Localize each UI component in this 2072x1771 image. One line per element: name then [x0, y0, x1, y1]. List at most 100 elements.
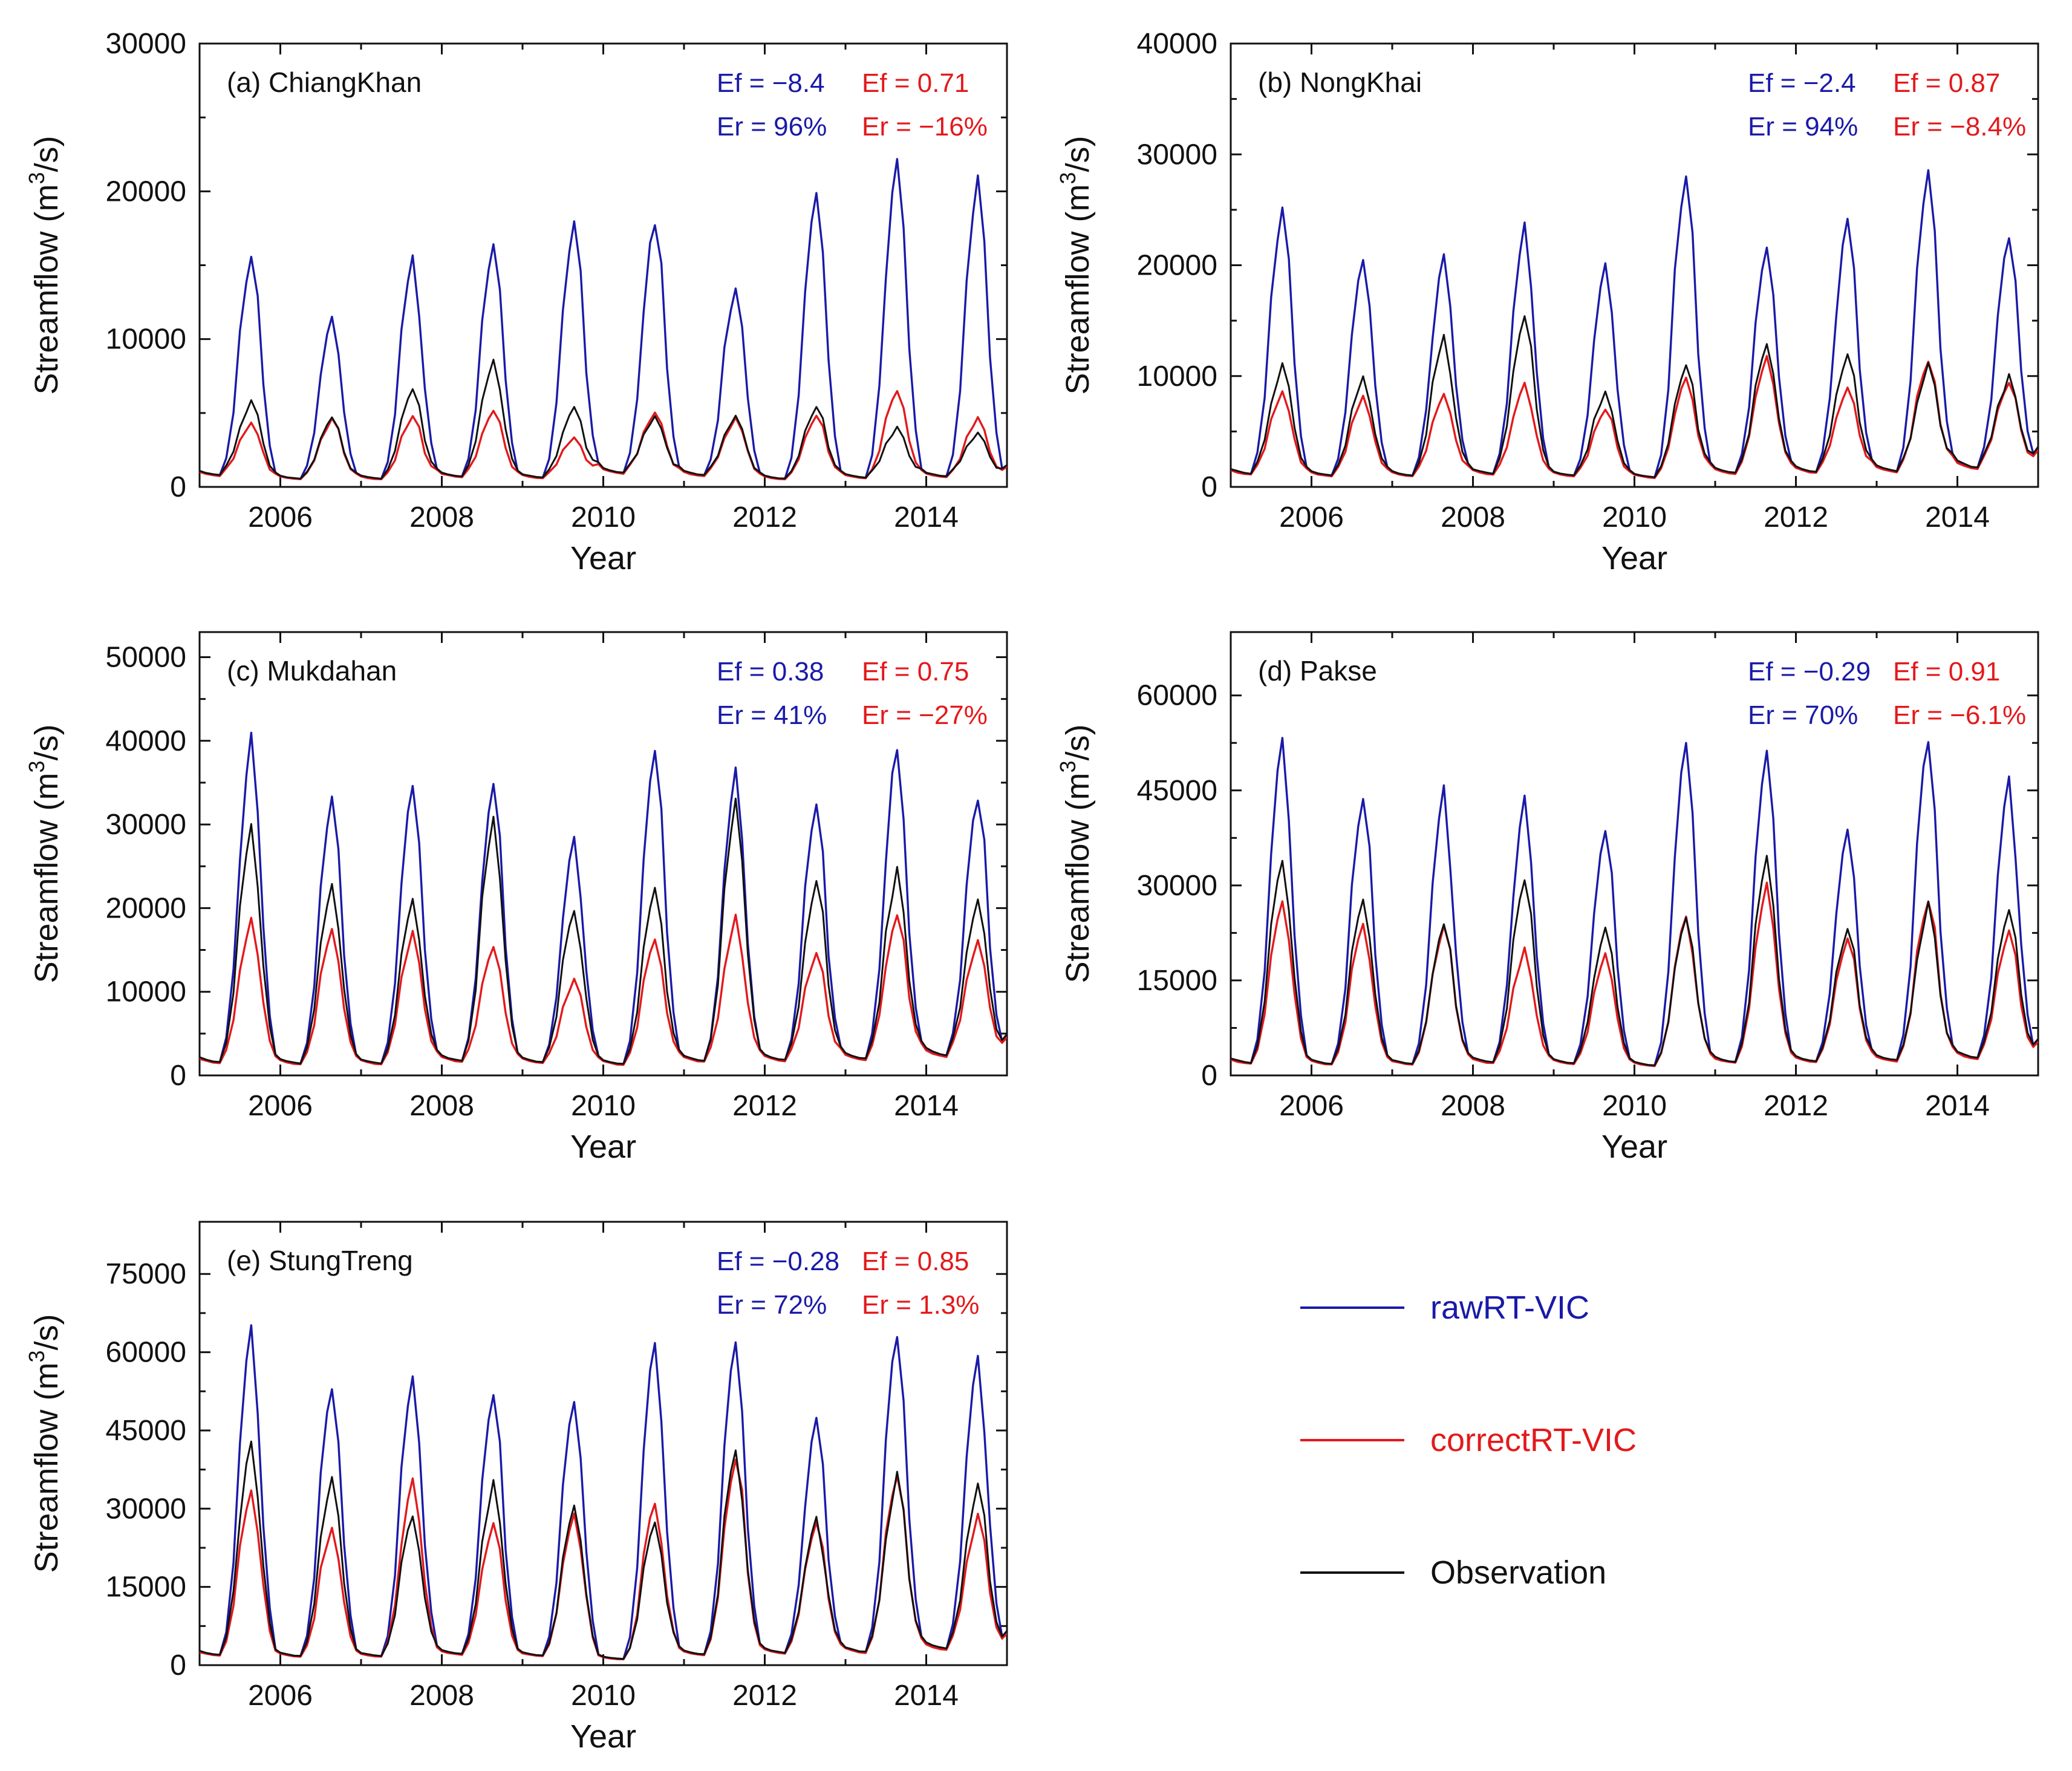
x-tick-label: 2010: [571, 1680, 636, 1712]
y-tick-label: 30000: [1137, 870, 1217, 902]
x-tick-label: 2008: [409, 501, 474, 533]
y-tick-label: 60000: [106, 1337, 186, 1369]
metric-corr-er-e: Er = 1.3%: [862, 1290, 979, 1320]
y-axis-title-sup: 3: [1055, 760, 1080, 772]
panel-title-e: (e) StungTreng: [227, 1245, 413, 1276]
x-tick-label: 2008: [409, 1090, 474, 1122]
x-tick-label: 2010: [571, 1090, 636, 1122]
metric-raw-er-d: Er = 70%: [1748, 700, 1858, 730]
y-axis-title-suffix: /s): [28, 135, 65, 172]
series-line-obs-b: [1231, 315, 2038, 478]
metric-corr-er-a: Er = −16%: [862, 112, 988, 142]
x-tick-label: 2012: [732, 501, 797, 533]
y-axis-title-prefix: Streamflow (m: [28, 184, 65, 394]
metric-corr-ef-c: Ef = 0.75: [862, 657, 969, 687]
y-tick-label: 20000: [106, 175, 186, 207]
y-axis-title-sup: 3: [24, 760, 49, 772]
panels-layer: 2006 2008 2010 2012 2014 0 10000 20000 30000 Year…: [24, 28, 2039, 1755]
y-axis-title-sup: 3: [1055, 172, 1080, 184]
panel-a: 2006 2008 2010 2012 2014 0 10000 20000 30000 Year…: [24, 28, 1008, 576]
x-tick-label: 2006: [248, 1680, 313, 1712]
y-axis-title-prefix: Streamflow (m: [1060, 184, 1096, 394]
panel-c: 2006 2008 2010 2012 2014 0 10000 20000 30000 4000…: [24, 631, 1008, 1165]
y-axis-title: Streamflow (m3/s): [24, 135, 65, 394]
series-line-raw-b: [1231, 169, 2038, 479]
y-tick-label: 10000: [106, 324, 186, 356]
y-axis-title-suffix: /s): [28, 724, 65, 760]
y-axis-title-sup: 3: [24, 1350, 49, 1362]
legend-label-raw: rawRT-VIC: [1430, 1290, 1589, 1326]
x-tick-label: 2008: [1441, 501, 1505, 533]
y-tick-label: 0: [1201, 1060, 1217, 1092]
y-axis-title: Streamflow (m3/s): [1055, 724, 1096, 983]
metric-raw-ef-e: Ef = −0.28: [717, 1247, 839, 1276]
legend-label-corr: correctRT-VIC: [1430, 1422, 1637, 1458]
x-tick-label: 2012: [1764, 1090, 1828, 1122]
x-tick-label: 2006: [1279, 501, 1344, 533]
legend-item-raw: rawRT-VIC: [1300, 1290, 1589, 1326]
x-axis-title: Year: [570, 1129, 636, 1165]
metric-raw-er-b: Er = 94%: [1748, 112, 1858, 142]
x-tick-label: 2006: [248, 501, 313, 533]
x-axis-title: Year: [1601, 1129, 1667, 1165]
x-tick-label: 2014: [1925, 1090, 1990, 1122]
y-tick-label: 50000: [106, 641, 186, 673]
y-tick-label: 75000: [106, 1258, 186, 1290]
metric-raw-ef-a: Ef = −8.4: [717, 68, 825, 98]
metric-raw-ef-d: Ef = −0.29: [1748, 657, 1871, 687]
x-tick-label: 2014: [894, 1090, 959, 1122]
legend: rawRT-VIC correctRT-VIC Observation: [1300, 1290, 1637, 1591]
y-tick-label: 45000: [106, 1415, 186, 1447]
y-tick-label: 30000: [106, 28, 186, 60]
panel-title-d: (d) Pakse: [1258, 655, 1377, 687]
legend-item-corr: correctRT-VIC: [1300, 1422, 1637, 1458]
metric-raw-er-c: Er = 41%: [717, 700, 827, 730]
y-axis-title-suffix: /s): [1060, 724, 1096, 760]
y-tick-label: 30000: [106, 809, 186, 841]
y-axis-title: Streamflow (m3/s): [1055, 135, 1096, 394]
x-axis-title: Year: [570, 540, 636, 576]
y-tick-label: 30000: [1137, 139, 1217, 171]
y-tick-label: 40000: [106, 725, 186, 757]
metric-corr-ef-a: Ef = 0.71: [862, 68, 969, 98]
x-axis-title: Year: [1601, 540, 1667, 576]
metric-corr-ef-d: Ef = 0.91: [1893, 657, 2000, 687]
series-line-obs-c: [200, 797, 1007, 1065]
y-tick-label: 20000: [106, 892, 186, 924]
y-axis-title: Streamflow (m3/s): [24, 724, 65, 983]
x-tick-label: 2010: [1602, 1090, 1667, 1122]
series-line-raw-d: [1231, 737, 2038, 1067]
y-axis-title-prefix: Streamflow (m: [28, 1362, 65, 1573]
y-tick-label: 20000: [1137, 250, 1217, 282]
metric-raw-er-a: Er = 96%: [717, 112, 827, 142]
series-line-raw-a: [200, 158, 1007, 480]
y-tick-label: 15000: [106, 1571, 186, 1603]
metric-corr-ef-b: Ef = 0.87: [1893, 68, 2000, 98]
y-tick-label: 0: [170, 1649, 186, 1681]
metric-corr-er-c: Er = −27%: [862, 700, 988, 730]
series-line-obs-a: [200, 359, 1007, 480]
x-tick-label: 2012: [732, 1680, 797, 1712]
y-tick-label: 0: [170, 471, 186, 503]
panel-title-a: (a) ChiangKhan: [227, 67, 422, 98]
y-tick-label: 60000: [1137, 680, 1217, 712]
series-line-corr-d: [1231, 881, 2038, 1068]
y-tick-label: 0: [170, 1060, 186, 1092]
series-line-raw-e: [200, 1324, 1007, 1660]
y-tick-label: 15000: [1137, 965, 1217, 997]
series-line-obs-d: [1231, 855, 2038, 1066]
x-tick-label: 2014: [1925, 501, 1990, 533]
metric-corr-ef-e: Ef = 0.85: [862, 1247, 969, 1276]
legend-item-obs: Observation: [1300, 1554, 1606, 1591]
y-tick-label: 30000: [106, 1493, 186, 1525]
y-tick-label: 40000: [1137, 28, 1217, 60]
y-axis-title-prefix: Streamflow (m: [1060, 772, 1096, 983]
x-tick-label: 2006: [1279, 1090, 1344, 1122]
panel-title-c: (c) Mukdahan: [227, 655, 397, 687]
metric-corr-er-b: Er = −8.4%: [1893, 112, 2026, 142]
x-axis-title: Year: [570, 1718, 636, 1755]
metric-raw-ef-c: Ef = 0.38: [717, 657, 824, 687]
metric-corr-er-d: Er = −6.1%: [1893, 700, 2026, 730]
x-tick-label: 2008: [409, 1680, 474, 1712]
series-line-corr-a: [200, 390, 1007, 481]
